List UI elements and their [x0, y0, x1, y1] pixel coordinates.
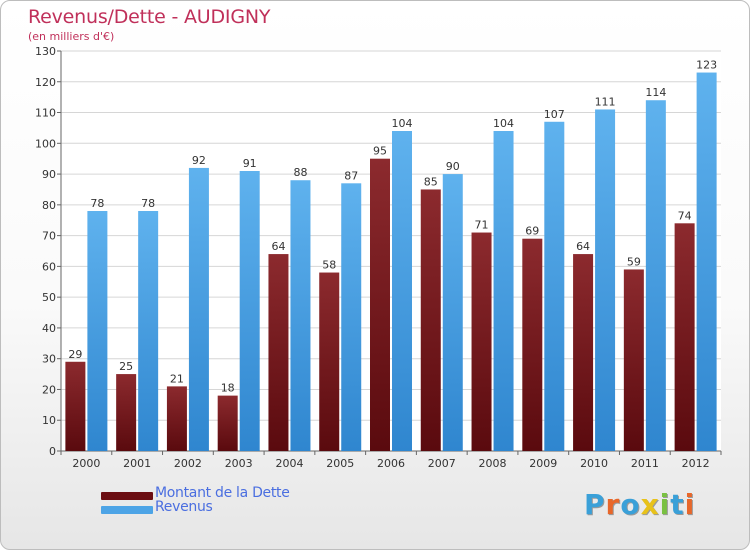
y-tick-label: 120	[35, 76, 56, 89]
bar-revenus	[645, 100, 666, 451]
y-tick-label: 10	[42, 414, 56, 427]
logo-letter: t	[670, 488, 685, 521]
data-label-revenus: 78	[90, 197, 104, 210]
logo-letter: x	[640, 488, 660, 521]
data-label-dette: 69	[525, 225, 539, 238]
data-label-dette: 18	[221, 382, 235, 395]
bar-dette	[217, 395, 238, 451]
chart-title: Revenus/Dette - AUDIGNY	[28, 6, 271, 28]
legend-swatch-revenus	[101, 506, 153, 514]
data-label-revenus: 104	[493, 117, 514, 130]
y-tick-label: 60	[42, 260, 56, 273]
bar-dette	[370, 158, 390, 451]
x-tick-label: 2000	[72, 457, 100, 470]
data-label-dette: 74	[678, 209, 692, 222]
bar-dette	[420, 189, 441, 451]
data-label-dette: 25	[119, 360, 133, 373]
bar-dette	[674, 223, 695, 451]
x-tick-label: 2002	[174, 457, 202, 470]
x-tick-label: 2011	[631, 457, 659, 470]
y-tick-label: 100	[35, 137, 56, 150]
data-label-revenus: 91	[243, 157, 257, 170]
logo-letter: i	[684, 488, 696, 521]
x-tick-label: 2010	[580, 457, 608, 470]
y-tick-label: 20	[42, 383, 56, 396]
data-label-revenus: 123	[696, 59, 717, 72]
legend-swatch-debt	[101, 492, 153, 500]
data-label-revenus: 111	[595, 95, 616, 108]
bar-revenus	[442, 174, 463, 452]
bar-dette	[166, 386, 187, 451]
x-tick-label: 2008	[479, 457, 507, 470]
y-tick-label: 50	[42, 291, 56, 304]
data-label-dette: 85	[424, 175, 438, 188]
chart-subtitle: (en milliers d'€)	[28, 30, 115, 43]
bar-revenus	[493, 131, 514, 451]
y-tick-label: 80	[42, 199, 56, 212]
bar-revenus	[290, 180, 311, 451]
data-label-revenus: 92	[192, 154, 206, 167]
bar-revenus	[239, 171, 260, 451]
bar-dette	[65, 361, 86, 451]
data-label-dette: 71	[475, 219, 489, 232]
x-tick-label: 2001	[123, 457, 151, 470]
logo-letter: o	[620, 488, 641, 521]
bar-revenus	[544, 121, 565, 452]
data-label-dette: 29	[68, 348, 82, 361]
data-label-dette: 64	[576, 240, 590, 253]
x-tick-label: 2003	[225, 457, 253, 470]
x-tick-label: 2009	[529, 457, 557, 470]
bar-dette	[471, 232, 492, 451]
data-label-revenus: 107	[544, 108, 565, 121]
legend-label-revenus: Revenus	[155, 499, 213, 515]
data-label-revenus: 90	[446, 160, 460, 173]
x-tick-label: 2012	[682, 457, 710, 470]
y-tick-label: 30	[42, 353, 56, 366]
bar-revenus	[392, 131, 412, 451]
bar-revenus	[188, 167, 209, 451]
bar-dette	[116, 374, 137, 451]
bar-revenus	[138, 211, 159, 451]
bar-dette	[522, 238, 543, 451]
data-label-revenus: 114	[645, 86, 666, 99]
data-label-revenus: 78	[141, 197, 155, 210]
bar-revenus	[595, 109, 616, 451]
data-label-dette: 58	[322, 259, 336, 272]
bar-dette	[319, 272, 340, 451]
bar-dette	[573, 254, 594, 451]
y-tick-label: 110	[35, 107, 56, 120]
y-tick-label: 0	[49, 445, 56, 458]
data-label-revenus: 104	[392, 117, 413, 130]
data-label-revenus: 87	[344, 169, 358, 182]
bar-revenus	[696, 72, 717, 452]
x-tick-label: 2005	[326, 457, 354, 470]
logo-letter: r	[605, 488, 621, 521]
x-tick-label: 2007	[428, 457, 456, 470]
y-tick-label: 70	[42, 230, 56, 243]
logo-letter: P	[584, 488, 606, 521]
data-label-dette: 95	[373, 145, 387, 158]
data-label-dette: 59	[627, 255, 641, 268]
data-label-revenus: 88	[293, 166, 307, 179]
y-tick-label: 130	[35, 45, 56, 58]
x-tick-label: 2004	[275, 457, 303, 470]
data-label-dette: 21	[170, 372, 184, 385]
plot-area	[61, 51, 721, 451]
proxiti-logo: Proxiti	[584, 488, 695, 521]
bar-dette	[623, 269, 644, 451]
legend-label-debt: Montant de la Dette	[155, 485, 290, 501]
logo-letter: i	[659, 488, 671, 521]
bar-dette	[268, 254, 289, 451]
y-tick-label: 90	[42, 168, 56, 181]
data-label-dette: 64	[271, 240, 285, 253]
x-tick-label: 2006	[377, 457, 405, 470]
bar-revenus	[341, 183, 362, 452]
y-tick-label: 40	[42, 322, 56, 335]
bar-revenus	[87, 211, 108, 451]
